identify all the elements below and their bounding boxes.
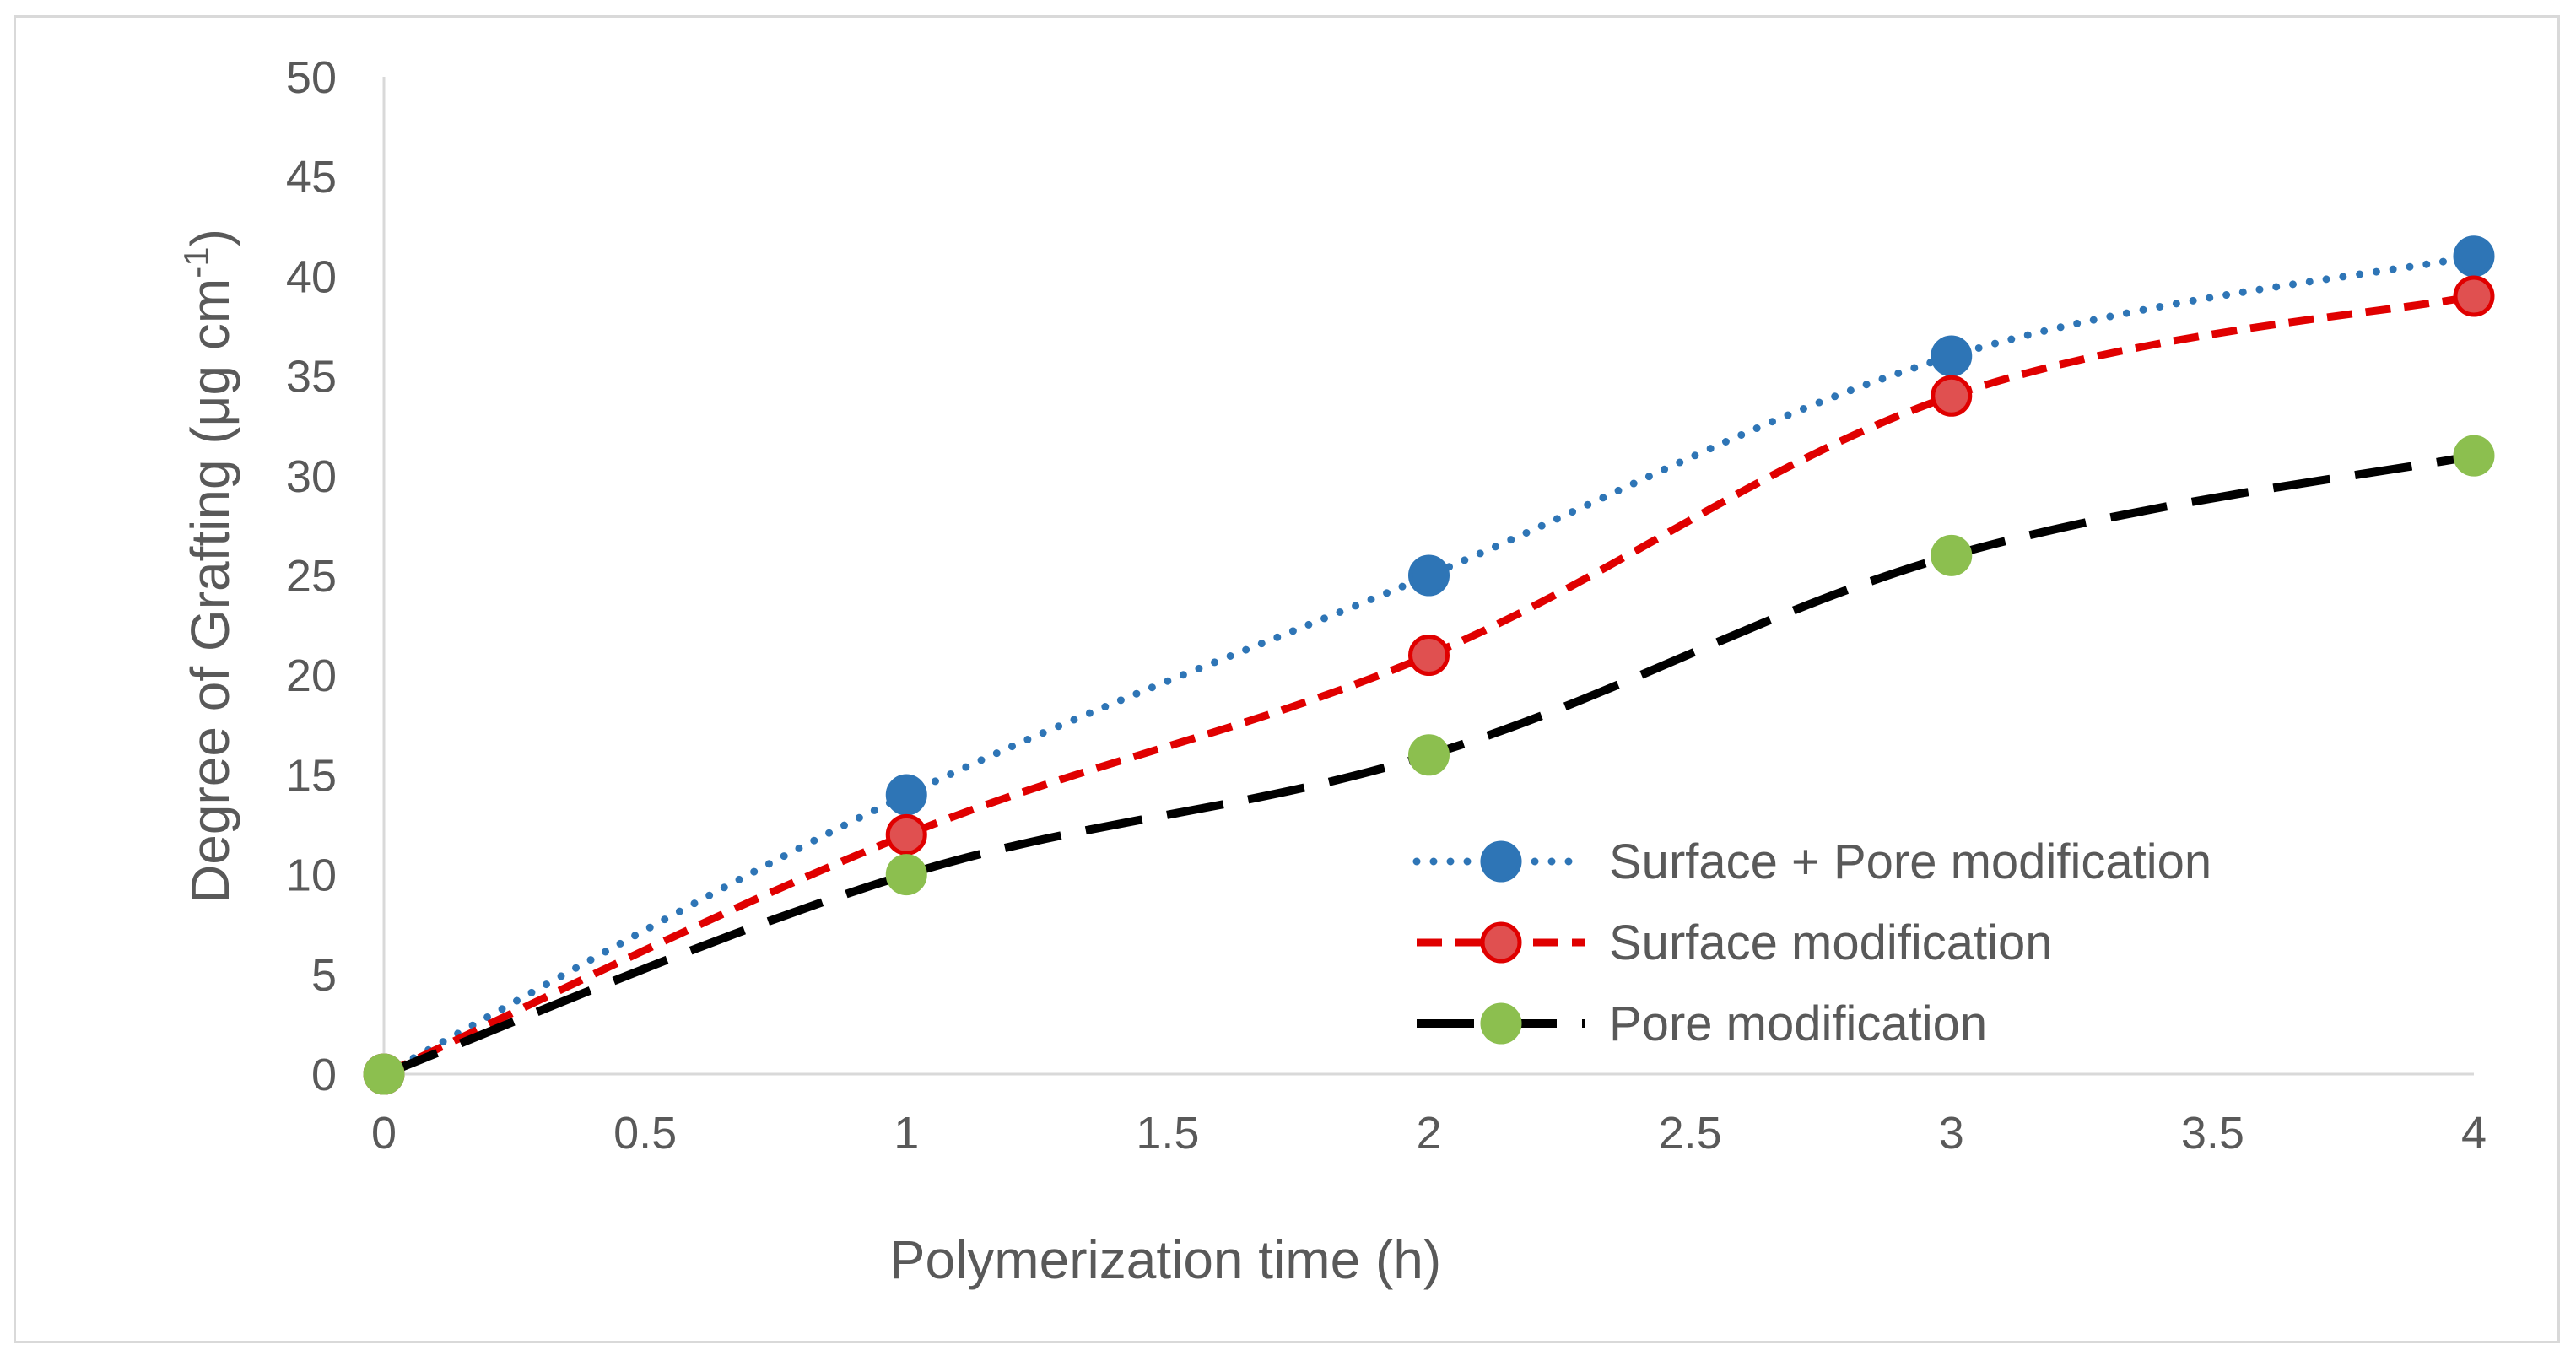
data-point-surface-pore <box>1408 554 1450 597</box>
data-point-surface <box>2453 275 2495 317</box>
y-tick-label: 25 <box>286 551 337 602</box>
data-point-surface-pore <box>885 774 927 816</box>
y-axis-title-superscript: -1 <box>176 246 216 278</box>
data-point-surface <box>885 813 927 856</box>
legend-label-surface: Surface modification <box>1609 915 2052 970</box>
y-axis-title-close: ) <box>180 229 240 246</box>
legend-marker-surface-pore <box>1480 840 1522 883</box>
x-axis-title: Polymerization time (h) <box>889 1229 1441 1290</box>
y-tick-label: 10 <box>286 851 337 901</box>
data-point-surface <box>1931 375 1973 417</box>
legend-marker-surface <box>1480 921 1522 964</box>
x-tick-label: 2 <box>1416 1108 1441 1158</box>
y-tick-labels: 0 5 10 15 20 25 30 35 40 45 50 <box>286 52 337 1100</box>
line-chart: 0 0.5 1 1.5 2 2.5 3 3.5 4 0 5 10 15 20 25 30 35 40 45 50 S… <box>176 52 2495 1290</box>
y-tick-label: 30 <box>286 451 337 502</box>
data-point-pore <box>363 1053 405 1095</box>
chart-frame: 0 0.5 1 1.5 2 2.5 3 3.5 4 0 5 10 15 20 25 30 35 40 45 50 S… <box>14 15 2560 1343</box>
y-tick-label: 35 <box>286 352 337 402</box>
x-tick-labels: 0 0.5 1 1.5 2 2.5 3 3.5 4 <box>371 1108 2487 1158</box>
y-tick-label: 20 <box>286 651 337 701</box>
x-tick-label: 1 <box>894 1108 919 1158</box>
legend-marker-pore <box>1480 1002 1522 1045</box>
x-tick-label: 3 <box>1939 1108 1964 1158</box>
series-line-surface <box>382 292 2475 1078</box>
data-point-pore <box>1931 534 1973 576</box>
legend-label-pore: Pore modification <box>1609 996 1987 1051</box>
y-tick-label: 40 <box>286 251 337 302</box>
data-point-surface-pore <box>2453 235 2495 278</box>
x-tick-label: 0.5 <box>613 1108 677 1158</box>
data-point-pore <box>1408 734 1450 776</box>
x-tick-label: 1.5 <box>1136 1108 1199 1158</box>
y-axis-title-main: Degree of Grafting (μg cm <box>180 278 240 904</box>
data-point-pore <box>2453 435 2495 477</box>
x-tick-label: 4 <box>2461 1108 2487 1158</box>
y-tick-label: 15 <box>286 750 337 801</box>
series-layer <box>363 235 2495 1095</box>
data-point-pore <box>885 854 927 896</box>
legend-label-surface-pore: Surface + Pore modification <box>1609 834 2211 889</box>
data-point-surface <box>1408 635 1450 677</box>
data-point-surface-pore <box>1931 335 1973 377</box>
y-tick-label: 45 <box>286 152 337 203</box>
x-tick-label: 3.5 <box>2181 1108 2244 1158</box>
y-tick-label: 0 <box>311 1050 337 1100</box>
axes <box>382 77 2474 1076</box>
y-axis-title: Degree of Grafting (μg cm-1) <box>176 229 240 904</box>
y-tick-label: 5 <box>311 950 337 1001</box>
x-tick-label: 2.5 <box>1659 1108 1722 1158</box>
legend: Surface + Pore modification Surface modif… <box>1412 834 2211 1051</box>
x-tick-label: 0 <box>371 1108 397 1158</box>
y-tick-label: 50 <box>286 52 337 103</box>
